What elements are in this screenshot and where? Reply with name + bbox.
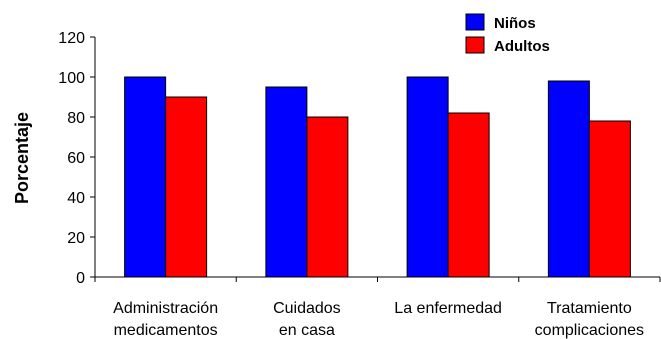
y-tick-label: 100	[58, 70, 85, 87]
y-axis-title: Porcentaje	[12, 112, 32, 204]
y-tick-label: 0	[76, 270, 85, 287]
legend-swatch-adultos	[465, 36, 485, 54]
bar-ninos	[547, 80, 590, 278]
x-category-label: Cuidados	[273, 300, 341, 317]
bar-adultos	[165, 96, 208, 278]
x-category-label: La enfermedad	[394, 300, 502, 317]
x-category-label: complicaciones	[535, 322, 644, 339]
plot-area: 0 20 40 60 80 100 120 Administración medicamento…	[58, 30, 661, 339]
y-tick-label: 80	[67, 110, 85, 127]
legend-swatch-ninos	[465, 13, 485, 31]
x-category-label: medicamentos	[114, 322, 218, 339]
legend: Niños Adultos	[465, 13, 550, 55]
legend-label-ninos: Niños	[494, 15, 536, 32]
x-category-label: en casa	[279, 322, 335, 339]
legend-label-adultos: Adultos	[494, 38, 550, 55]
y-tick-label: 120	[58, 30, 85, 47]
bar-adultos	[306, 116, 349, 278]
x-category-label: Tratamiento	[547, 300, 632, 317]
bar-ninos	[265, 86, 308, 278]
y-tick-label: 20	[67, 230, 85, 247]
x-category-label: Administración	[113, 300, 218, 317]
bar-adultos	[588, 120, 631, 278]
bar-ninos	[124, 76, 167, 278]
y-tick-label: 40	[67, 190, 85, 207]
y-tick-label: 60	[67, 150, 85, 167]
bar-ninos	[406, 76, 449, 278]
bar-adultos	[447, 112, 490, 278]
